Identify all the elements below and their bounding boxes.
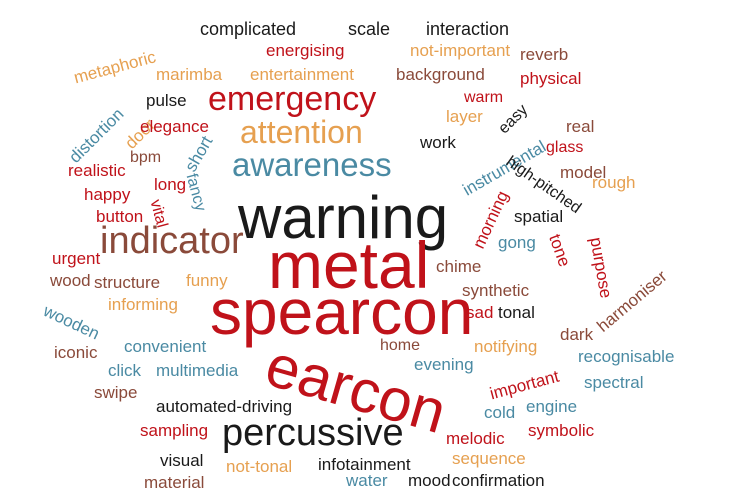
word-automated-driving: automated-driving — [156, 397, 293, 416]
word-visual: visual — [160, 451, 204, 470]
word-rough: rough — [592, 173, 636, 192]
word-metal: metal — [268, 228, 430, 302]
word-awareness: awareness — [232, 146, 392, 183]
word-marimba: marimba — [156, 65, 223, 84]
word-button: button — [96, 207, 144, 226]
word-sampling: sampling — [140, 421, 209, 440]
word-happy: happy — [84, 185, 131, 204]
word-scale: scale — [348, 19, 391, 39]
word-easy: easy — [495, 101, 532, 138]
word-sad: sad — [466, 303, 494, 322]
word-water: water — [346, 471, 388, 490]
word-warning: warning — [238, 184, 449, 251]
word-elegance: elegance — [140, 117, 210, 136]
word-synthetic: synthetic — [462, 281, 530, 300]
word-attention: attention — [240, 114, 363, 150]
word-evening: evening — [414, 355, 474, 374]
word-work: work — [420, 133, 456, 152]
word-long: long — [154, 175, 187, 194]
word-real: real — [566, 117, 595, 136]
word-dark: dark — [560, 325, 594, 344]
word-wood: wood — [50, 271, 91, 290]
word-tonal: tonal — [498, 303, 535, 322]
word-iconic: iconic — [54, 343, 98, 362]
word-wooden: wooden — [40, 301, 103, 344]
word-glass: glass — [546, 139, 584, 156]
word-purpose: purpose — [586, 235, 616, 300]
word-spatial: spatial — [514, 207, 564, 226]
word-pulse: pulse — [146, 91, 187, 110]
word-entertainment: entertainment — [250, 65, 354, 84]
word-swipe: swipe — [94, 383, 138, 402]
word-interaction: interaction — [426, 19, 510, 39]
word-emergency: emergency — [208, 80, 377, 118]
word-fancy: fancy — [182, 171, 209, 214]
word-confirmation: confirmation — [452, 471, 545, 490]
word-multimedia: multimedia — [156, 361, 239, 380]
word-model: model — [560, 163, 607, 182]
word-indicator: indicator — [100, 220, 244, 262]
word-background: background — [396, 65, 485, 84]
word-warm: warm — [464, 89, 504, 106]
word-percussive: percussive — [222, 412, 404, 454]
word-spectral: spectral — [584, 373, 644, 392]
word-not-important: not-important — [410, 41, 511, 60]
word-mood: mood — [408, 471, 451, 490]
word-physical: physical — [520, 69, 582, 88]
word-layer: layer — [446, 107, 483, 126]
word-structure: structure — [94, 273, 161, 292]
word-distortion: distortion — [65, 104, 128, 167]
word-realistic: realistic — [68, 161, 126, 180]
word-cold: cold — [484, 403, 516, 422]
word-recognisable: recognisable — [578, 347, 675, 366]
word-convenient: convenient — [124, 337, 207, 356]
word-chime: chime — [436, 257, 482, 276]
word-engine: engine — [526, 397, 578, 416]
word-gong: gong — [498, 233, 536, 252]
word-informing: informing — [108, 295, 178, 314]
word-sequence: sequence — [452, 449, 526, 468]
word-not-tonal: not-tonal — [226, 457, 293, 476]
word-click: click — [108, 361, 142, 380]
word-infotainment: infotainment — [318, 455, 411, 474]
word-home: home — [380, 337, 421, 354]
word-melodic: melodic — [446, 429, 505, 448]
word-reverb: reverb — [520, 45, 569, 64]
word-tone: tone — [545, 231, 575, 270]
word-notifying: notifying — [474, 337, 538, 356]
word-energising: energising — [266, 41, 345, 60]
word-short: short — [181, 132, 217, 175]
word-urgent: urgent — [52, 249, 101, 268]
word-funny: funny — [186, 271, 228, 290]
word-bpm: bpm — [130, 149, 162, 166]
word-symbolic: symbolic — [528, 421, 595, 440]
word-spearcon: spearcon — [210, 276, 474, 348]
word-metaphoric: metaphoric — [71, 47, 158, 88]
word-material: material — [144, 473, 205, 492]
word-complicated: complicated — [200, 19, 297, 39]
